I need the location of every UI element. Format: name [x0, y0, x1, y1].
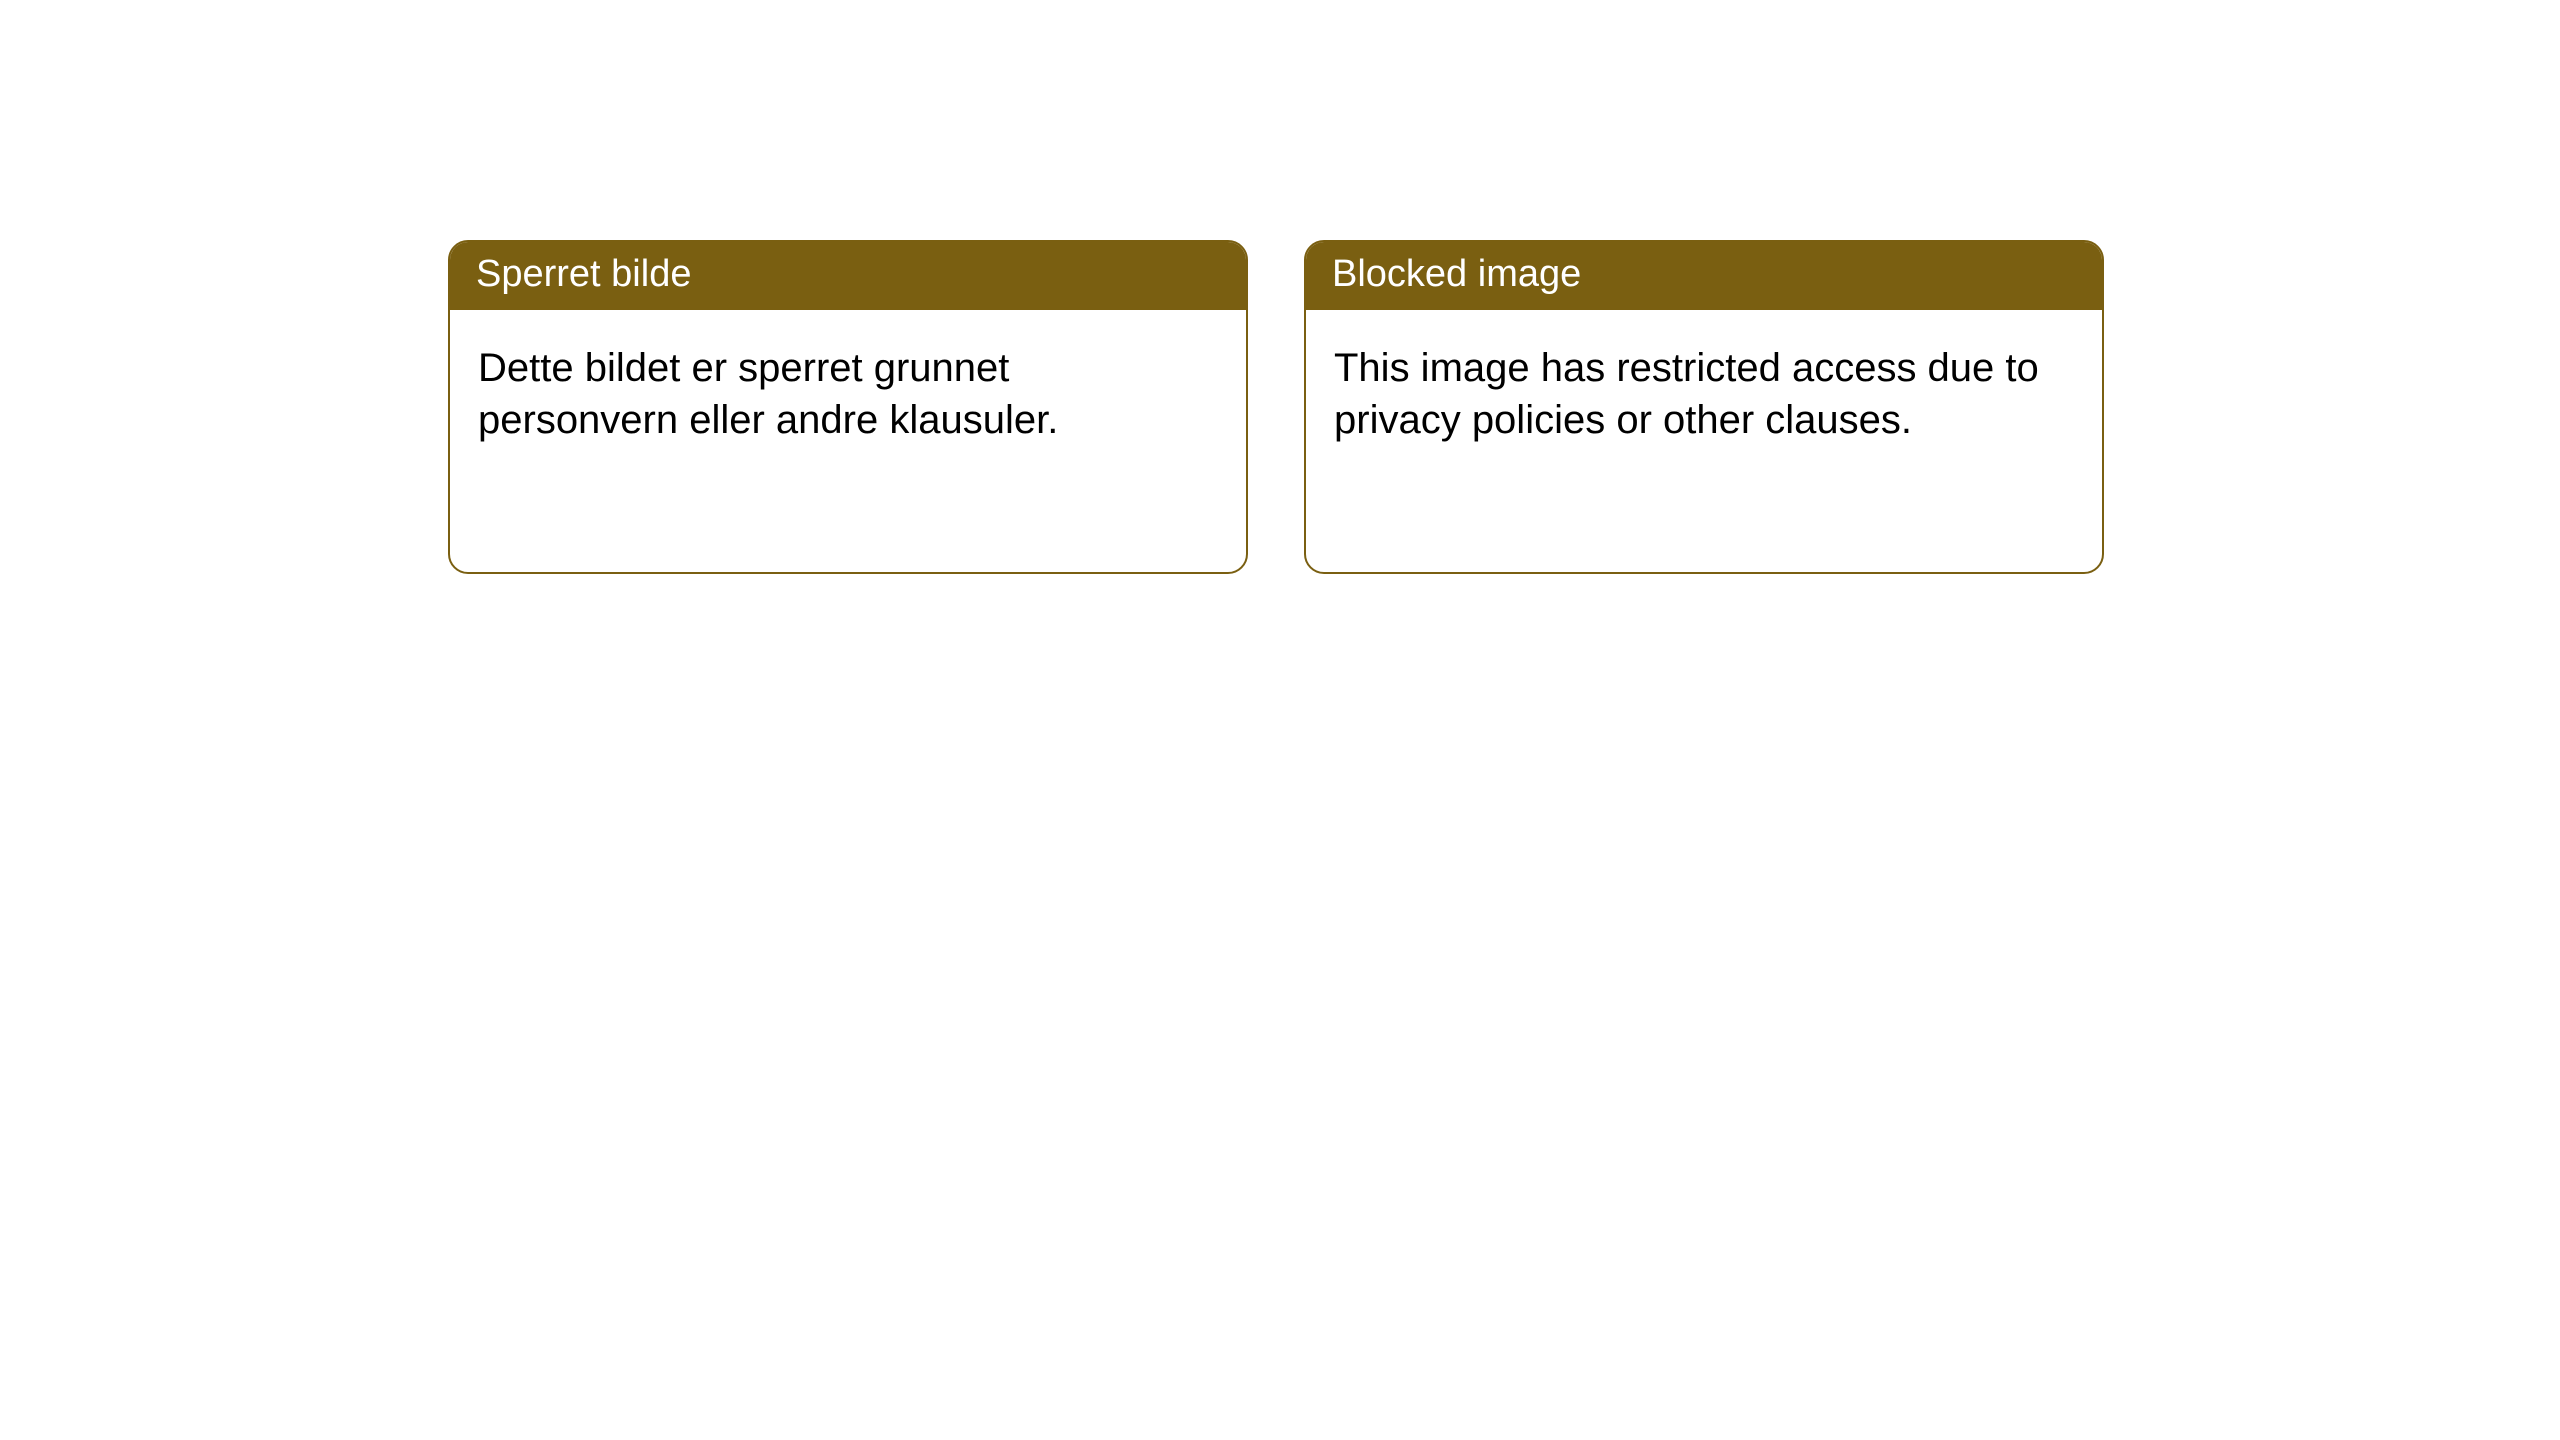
blocked-image-card-no: Sperret bilde Dette bildet er sperret gr…: [448, 240, 1248, 574]
card-body-no: Dette bildet er sperret grunnet personve…: [450, 310, 1246, 478]
blocked-image-card-en: Blocked image This image has restricted …: [1304, 240, 2104, 574]
blocked-image-cards: Sperret bilde Dette bildet er sperret gr…: [448, 240, 2560, 574]
card-body-en: This image has restricted access due to …: [1306, 310, 2102, 478]
card-header-en: Blocked image: [1306, 242, 2102, 310]
card-header-no: Sperret bilde: [450, 242, 1246, 310]
